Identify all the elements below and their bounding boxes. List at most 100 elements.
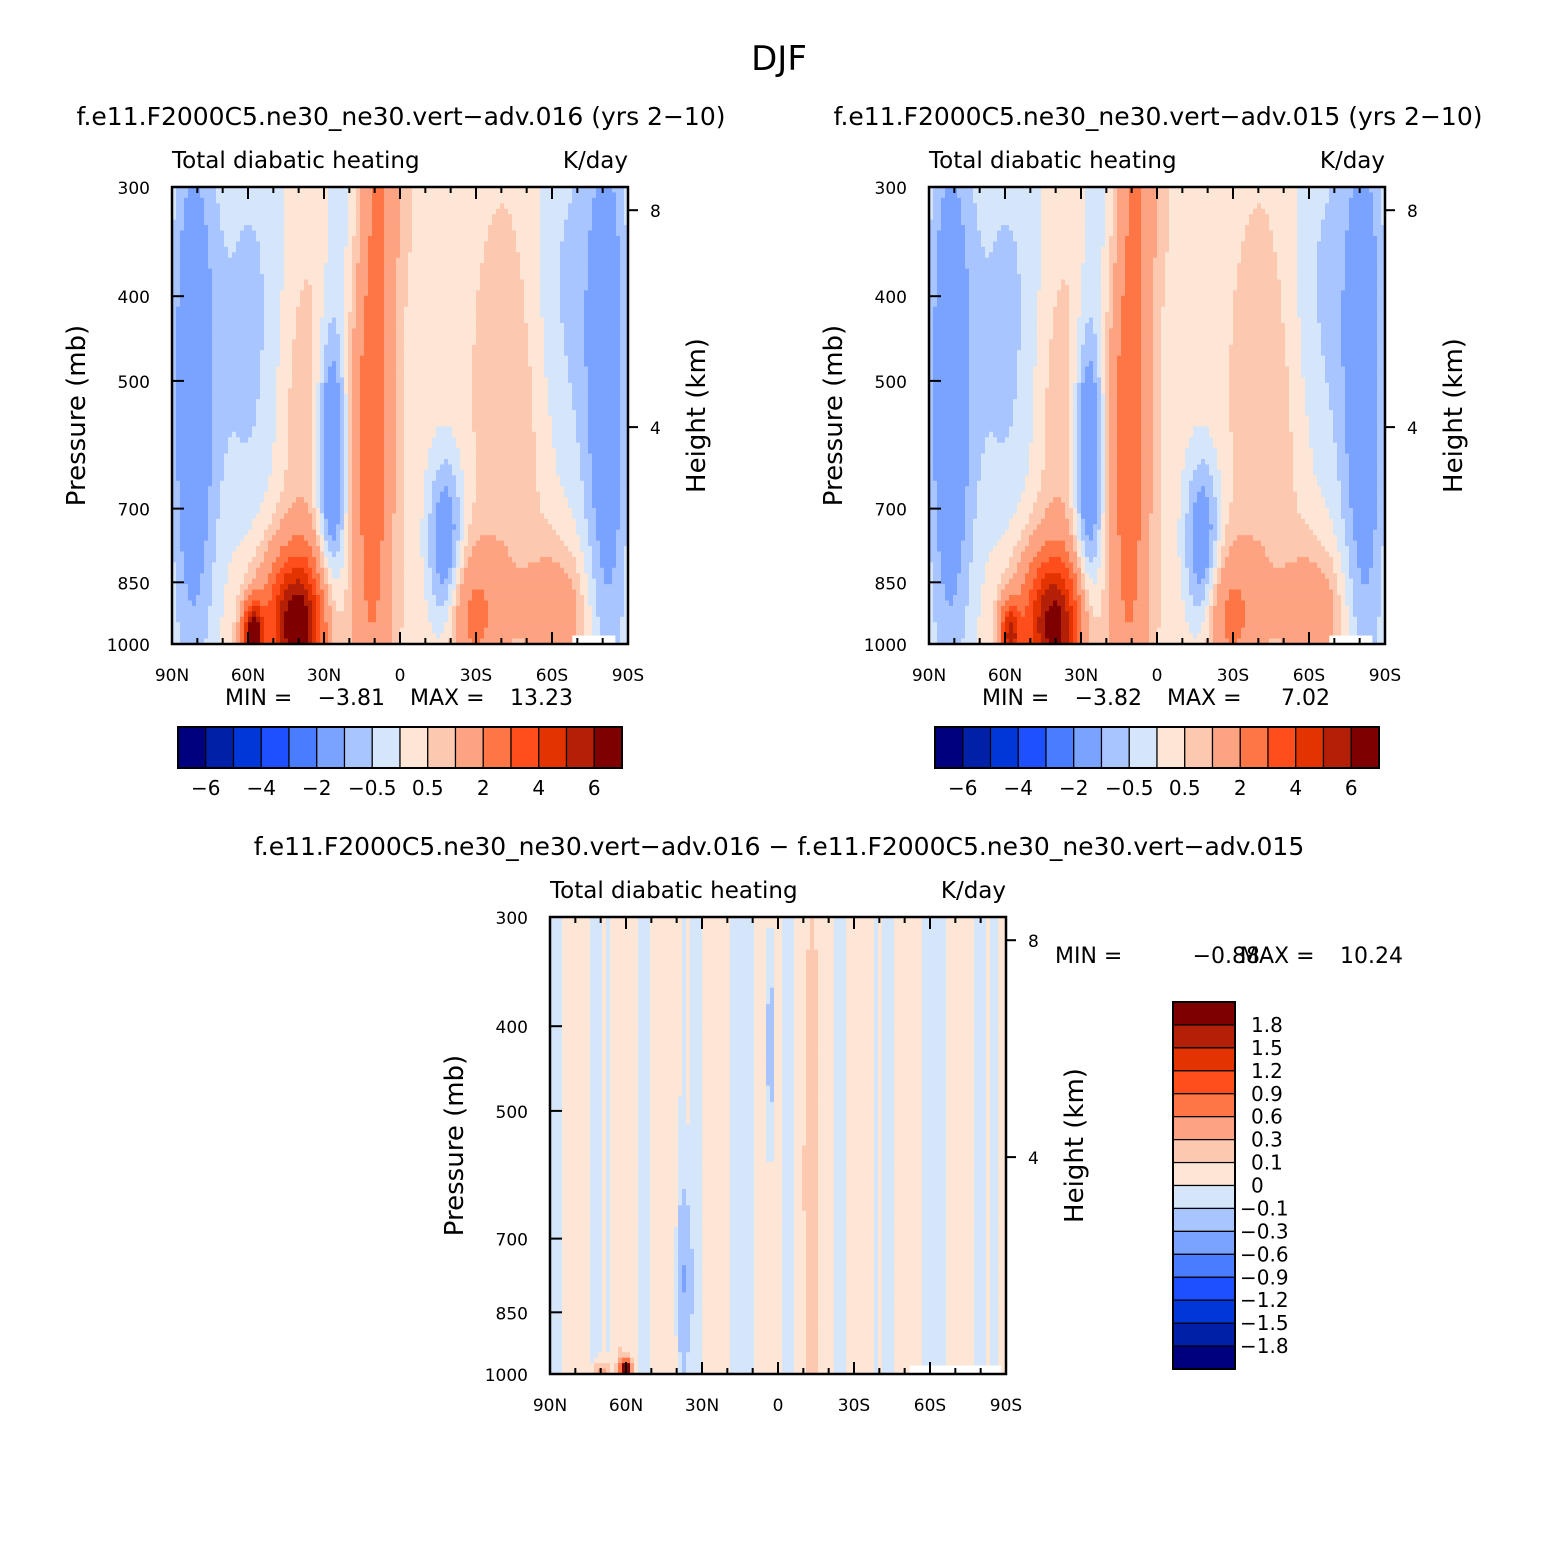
panel-title: f.e11.F2000C5.ne30_ne30.vert−adv.016 (yr… — [77, 102, 726, 131]
colorbar-label: 4 — [1289, 776, 1302, 800]
colorbar-swatch — [1173, 1254, 1235, 1277]
left-string: Total diabatic heating — [928, 148, 1177, 174]
y-tick-label: 850 — [496, 1304, 528, 1324]
colorbar-label: −4 — [247, 776, 276, 800]
colorbar-swatch — [1173, 1208, 1235, 1231]
x-tick-label: 90S — [990, 1396, 1022, 1416]
min-max-readout: MIN = −3.82 MAX = 7.02 — [982, 686, 1330, 711]
colorbar-swatch — [539, 727, 567, 768]
colorbar-label: 0.1 — [1251, 1151, 1283, 1175]
colorbar-swatch — [1173, 1071, 1235, 1094]
min-value: −3.82 — [1075, 686, 1142, 711]
x-tick-label: 0 — [1152, 666, 1163, 686]
y-tick-label: 1000 — [485, 1366, 528, 1386]
colorbar-swatch — [1074, 727, 1102, 768]
colorbar-swatch — [1102, 727, 1130, 768]
colorbar-swatch — [1173, 1231, 1235, 1254]
page-title: DJF — [751, 39, 807, 79]
max-label: MAX = — [1240, 944, 1315, 969]
colorbar-swatch — [1185, 727, 1213, 768]
y-axis-right-label: Height (km) — [1439, 338, 1469, 493]
colorbar-swatch — [1296, 727, 1324, 768]
colorbar-label: 0.3 — [1251, 1128, 1283, 1152]
x-tick-label: 30N — [1064, 666, 1098, 686]
colorbar-label: 1.8 — [1251, 1013, 1283, 1037]
contour-fill — [172, 187, 629, 645]
max-value: 7.02 — [1281, 686, 1330, 711]
colorbar-label: 6 — [588, 776, 601, 800]
y-tick-label: 1000 — [107, 636, 150, 656]
y-tick-label: 400 — [118, 288, 150, 308]
colorbar-label: −6 — [191, 776, 220, 800]
colorbar-swatch — [1173, 1186, 1235, 1209]
colorbar-label: −0.1 — [1240, 1196, 1289, 1220]
height-ticks — [628, 210, 638, 427]
x-tick-label: 30N — [307, 666, 341, 686]
min-label: MIN = — [225, 686, 292, 711]
panel-title: f.e11.F2000C5.ne30_ne30.vert−adv.015 (yr… — [834, 102, 1483, 131]
x-tick-label: 60N — [988, 666, 1022, 686]
height-tick-label: 4 — [650, 419, 661, 439]
colorbar-swatch — [1268, 727, 1296, 768]
y-axis-right-label: Height (km) — [682, 338, 712, 493]
y-tick-label: 300 — [118, 179, 150, 199]
min-max-readout: MIN = −3.81 MAX = 13.23 — [225, 686, 573, 711]
colorbar-label: −6 — [948, 776, 977, 800]
colorbar-swatch — [456, 727, 484, 768]
colorbar-swatch — [1173, 1323, 1235, 1346]
colorbar-swatch — [234, 727, 262, 768]
y-axis-label: Pressure (mb) — [440, 1055, 470, 1236]
x-tick-label: 30S — [1217, 666, 1249, 686]
colorbar-label: −1.5 — [1240, 1311, 1289, 1335]
colorbar-swatch — [1173, 1300, 1235, 1323]
x-tick-label: 90S — [1369, 666, 1401, 686]
contour-fill — [550, 917, 1007, 1375]
height-ticks — [1385, 210, 1395, 427]
colorbar-label: 0.5 — [1169, 776, 1201, 800]
x-tick-label: 60S — [536, 666, 568, 686]
y-axis-right-label: Height (km) — [1060, 1068, 1090, 1223]
y-tick-label: 400 — [496, 1018, 528, 1038]
colorbar-swatch — [345, 727, 373, 768]
colorbar: −6 −4 −2 −0.5 0.5 2 4 6 — [178, 727, 622, 800]
x-tick-label: 60N — [231, 666, 265, 686]
colorbar-label: 6 — [1345, 776, 1358, 800]
colorbar-swatch — [372, 727, 400, 768]
max-label: MAX = — [1167, 686, 1242, 711]
max-value: 13.23 — [510, 686, 573, 711]
colorbar-swatch — [567, 727, 595, 768]
x-tick-label: 30N — [685, 1396, 719, 1416]
colorbar-swatch — [1046, 727, 1074, 768]
colorbar-swatch — [400, 727, 428, 768]
left-string: Total diabatic heating — [171, 148, 420, 174]
colorbar-swatch — [206, 727, 234, 768]
colorbar-swatch — [1173, 1002, 1235, 1025]
colorbar-label: 2 — [1234, 776, 1247, 800]
right-string: K/day — [941, 878, 1006, 904]
colorbar-swatch — [1213, 727, 1241, 768]
x-tick-label: 60S — [1293, 666, 1325, 686]
left-string: Total diabatic heating — [549, 878, 798, 904]
x-tick-label: 90N — [912, 666, 946, 686]
colorbar-label: 2 — [477, 776, 490, 800]
colorbar-swatch — [935, 727, 963, 768]
contour-fill — [929, 187, 1386, 645]
height-tick-label: 8 — [1407, 202, 1418, 222]
max-label: MAX = — [410, 686, 485, 711]
colorbar-swatch — [991, 727, 1019, 768]
colorbar-swatch — [1173, 1025, 1235, 1048]
colorbar: −6 −4 −2 −0.5 0.5 2 4 6 — [935, 727, 1379, 800]
panel-difference: f.e11.F2000C5.ne30_ne30.vert−adv.016 − f… — [254, 832, 1403, 1416]
colorbar: 1.81.51.20.90.60.30.10−0.1−0.3−0.6−0.9−1… — [1173, 1002, 1289, 1369]
x-tick-label: 90S — [612, 666, 644, 686]
colorbar-swatch — [483, 727, 511, 768]
colorbar-swatch — [1129, 727, 1157, 768]
y-tick-label: 500 — [118, 373, 150, 393]
colorbar-label: 0.6 — [1251, 1105, 1283, 1129]
height-tick-label: 4 — [1028, 1149, 1039, 1169]
colorbar-label: 1.2 — [1251, 1059, 1283, 1083]
min-value: −3.81 — [318, 686, 385, 711]
colorbar-label: 0.9 — [1251, 1082, 1283, 1106]
colorbar-label: −0.5 — [348, 776, 397, 800]
